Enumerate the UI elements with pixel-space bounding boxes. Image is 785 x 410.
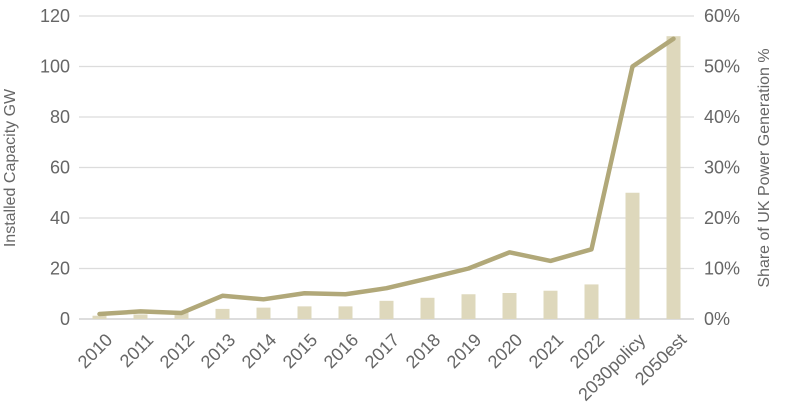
bar-2015 <box>297 306 312 319</box>
bar-2019 <box>461 294 476 319</box>
x-tick-label-2014: 2014 <box>238 330 280 372</box>
bar-2017 <box>379 300 394 319</box>
left-axis-tick: 100 <box>40 57 70 77</box>
bar-2021 <box>543 290 558 319</box>
x-tick-label-2015: 2015 <box>279 330 321 372</box>
x-tick-label-2019: 2019 <box>443 330 485 372</box>
right-axis-tick: 30% <box>704 158 740 178</box>
left-axis-tick: 20 <box>50 259 70 279</box>
bar-2018 <box>420 297 435 319</box>
plot-area: 0 0%20 10%40 20%60 30%80 40%100 50%120 60%2010 2… <box>40 6 740 405</box>
left-axis-title: Installed Capacity GW <box>2 88 19 247</box>
right-axis-tick: 20% <box>704 208 740 228</box>
right-axis-tick: 50% <box>704 57 740 77</box>
x-tick-label-2016: 2016 <box>320 330 362 372</box>
left-axis-tick: 80 <box>50 107 70 127</box>
x-tick-label-2018: 2018 <box>402 330 444 372</box>
bar-2030policy <box>625 192 640 319</box>
right-axis-tick: 10% <box>704 259 740 279</box>
left-axis-tick: 60 <box>50 158 70 178</box>
right-axis-tick: 40% <box>704 107 740 127</box>
x-tick-label-2011: 2011 <box>116 330 158 372</box>
left-axis-tick: 40 <box>50 208 70 228</box>
x-tick-label-2013: 2013 <box>197 330 239 372</box>
x-tick-label-2020: 2020 <box>484 330 526 372</box>
bar-2016 <box>338 306 353 319</box>
left-axis-tick: 0 <box>60 309 70 329</box>
right-axis-tick: 60% <box>704 6 740 26</box>
right-axis-title: Share of UK Power Generation % <box>756 48 773 287</box>
x-tick-label-2012: 2012 <box>156 330 198 372</box>
left-axis-tick: 120 <box>40 6 70 26</box>
bar-2050est <box>666 36 681 319</box>
bar-2011 <box>133 314 148 319</box>
bar-2022 <box>584 284 599 319</box>
x-tick-label-2021: 2021 <box>525 330 567 372</box>
share-line <box>97 36 676 317</box>
x-tick-label-2010: 2010 <box>74 330 116 372</box>
bar-2013 <box>215 308 230 319</box>
right-axis-tick: 0% <box>704 309 730 329</box>
bar-2014 <box>256 307 271 319</box>
bar-2010 <box>92 315 107 319</box>
bar-2012 <box>174 311 189 319</box>
x-tick-label-2017: 2017 <box>361 330 403 372</box>
bar-2020 <box>502 292 517 319</box>
